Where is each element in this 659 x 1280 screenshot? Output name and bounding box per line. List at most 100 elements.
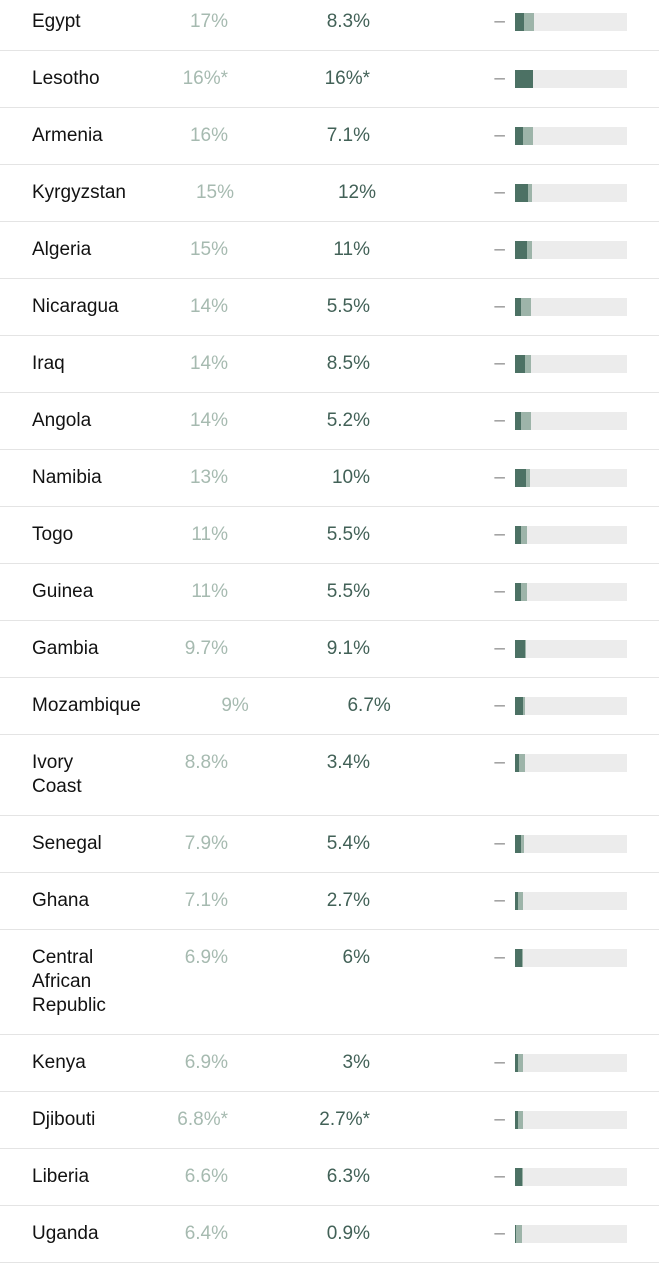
country-name: Liberia	[32, 1166, 90, 1187]
bar-segment-light	[520, 412, 531, 430]
country-name: Armenia	[32, 125, 103, 146]
value2-cell: 3.4%	[326, 752, 370, 773]
value1-cell: 8.8%	[184, 752, 228, 773]
country-name: Kyrgyzstan	[32, 182, 126, 203]
value2-cell: 12%	[337, 182, 376, 203]
bar-segment-light	[518, 892, 523, 910]
value2-cell: 5.5%	[326, 581, 370, 602]
missing-value-dash: –	[494, 1052, 505, 1073]
table-row: Ghana 7.1% 2.7% –	[0, 873, 659, 930]
bar-segment-dark	[515, 949, 522, 967]
bar-track	[515, 526, 627, 544]
value1-cell: 6.8%*	[177, 1109, 228, 1130]
missing-value-dash: –	[494, 695, 505, 716]
value1-cell: 9.7%	[184, 638, 228, 659]
bar-track	[515, 892, 627, 910]
country-name: Egypt	[32, 11, 81, 32]
bar-segment-dark	[515, 697, 523, 715]
bar-track	[515, 1054, 627, 1072]
bar-segment-light	[526, 469, 530, 487]
bar-segment-light	[521, 949, 523, 967]
table-row: Armenia 16% 7.1% –	[0, 108, 659, 165]
bar-track	[515, 13, 627, 31]
bar-segment-dark	[515, 298, 522, 316]
table-row: Uganda 6.4% 0.9% –	[0, 1206, 659, 1263]
bar-segment-light	[521, 526, 528, 544]
bar-cell	[515, 640, 627, 658]
bar-cell	[515, 70, 627, 88]
value1-cell: 9%	[221, 695, 249, 716]
value1-cell: 6.9%	[184, 947, 228, 968]
missing-value-dash: –	[494, 947, 505, 968]
table-row: Namibia 13% 10% –	[0, 450, 659, 507]
bar-cell	[515, 835, 627, 853]
value2-cell: 5.4%	[326, 833, 370, 854]
value2-cell: 9.1%	[326, 638, 370, 659]
value1-cell: 7.1%	[184, 890, 228, 911]
bar-segment-dark	[515, 526, 522, 544]
country-name: Uganda	[32, 1223, 99, 1244]
bar-segment-dark	[515, 241, 528, 259]
bar-segment-dark	[515, 412, 521, 430]
bar-segment-light	[521, 298, 531, 316]
country-name: Guinea	[32, 581, 94, 602]
bar-cell	[515, 697, 627, 715]
bar-cell	[515, 1054, 627, 1072]
bar-track	[515, 697, 627, 715]
bar-cell	[515, 892, 627, 910]
table-row: Algeria 15% 11% –	[0, 222, 659, 279]
bar-track	[515, 1111, 627, 1129]
value2-cell: 11%	[333, 239, 370, 260]
missing-value-dash: –	[494, 1166, 505, 1187]
bar-cell	[515, 298, 627, 316]
bar-segment-light	[524, 13, 535, 31]
bar-segment-light	[516, 1225, 523, 1243]
bar-cell	[515, 127, 627, 145]
bar-cell	[515, 13, 627, 31]
value2-cell: 0.9%	[326, 1223, 370, 1244]
bar-segment-dark	[515, 184, 529, 202]
missing-value-dash: –	[494, 296, 505, 317]
country-name: Ivory Coast	[32, 752, 82, 797]
table-row: Angola 14% 5.2% –	[0, 393, 659, 450]
value2-cell: 6.3%	[326, 1166, 370, 1187]
bar-segment-light	[518, 1054, 523, 1072]
value1-cell: 7.9%	[184, 833, 228, 854]
missing-value-dash: –	[494, 524, 505, 545]
country-name: Central African Republic	[32, 947, 106, 1016]
bar-segment-dark	[515, 754, 519, 772]
value2-cell: 6.7%	[347, 695, 391, 716]
missing-value-dash: –	[494, 1109, 505, 1130]
country-name: Gambia	[32, 638, 99, 659]
missing-value-dash: –	[494, 752, 505, 773]
value2-cell: 2.7%*	[319, 1109, 370, 1130]
table-row: Central African Republic 6.9% 6% –	[0, 930, 659, 1035]
bar-cell	[515, 241, 627, 259]
value2-cell: 5.2%	[326, 410, 370, 431]
bar-segment-light	[522, 697, 526, 715]
missing-value-dash: –	[494, 239, 505, 260]
value1-cell: 11%	[191, 581, 228, 602]
bar-track	[515, 412, 627, 430]
bar-segment-dark	[515, 1225, 516, 1243]
bar-track	[515, 1168, 627, 1186]
country-name: Nicaragua	[32, 296, 119, 317]
value1-cell: 15%	[189, 239, 228, 260]
table-row: Nicaragua 14% 5.5% –	[0, 279, 659, 336]
table-row: Lesotho 16%* 16%* –	[0, 51, 659, 108]
value1-cell: 6.9%	[184, 1052, 228, 1073]
bar-segment-light	[521, 583, 528, 601]
bar-track	[515, 754, 627, 772]
country-name: Iraq	[32, 353, 65, 374]
missing-value-dash: –	[494, 410, 505, 431]
country-name: Angola	[32, 410, 92, 431]
bar-track	[515, 298, 627, 316]
value1-cell: 15%	[195, 182, 234, 203]
table-row: Kyrgyzstan 15% 12% –	[0, 165, 659, 222]
bar-segment-light	[528, 184, 532, 202]
value2-cell: 7.1%	[326, 125, 370, 146]
bar-cell	[515, 754, 627, 772]
value1-cell: 14%	[189, 410, 228, 431]
value2-cell: 2.7%	[326, 890, 370, 911]
bar-segment-dark	[515, 127, 523, 145]
